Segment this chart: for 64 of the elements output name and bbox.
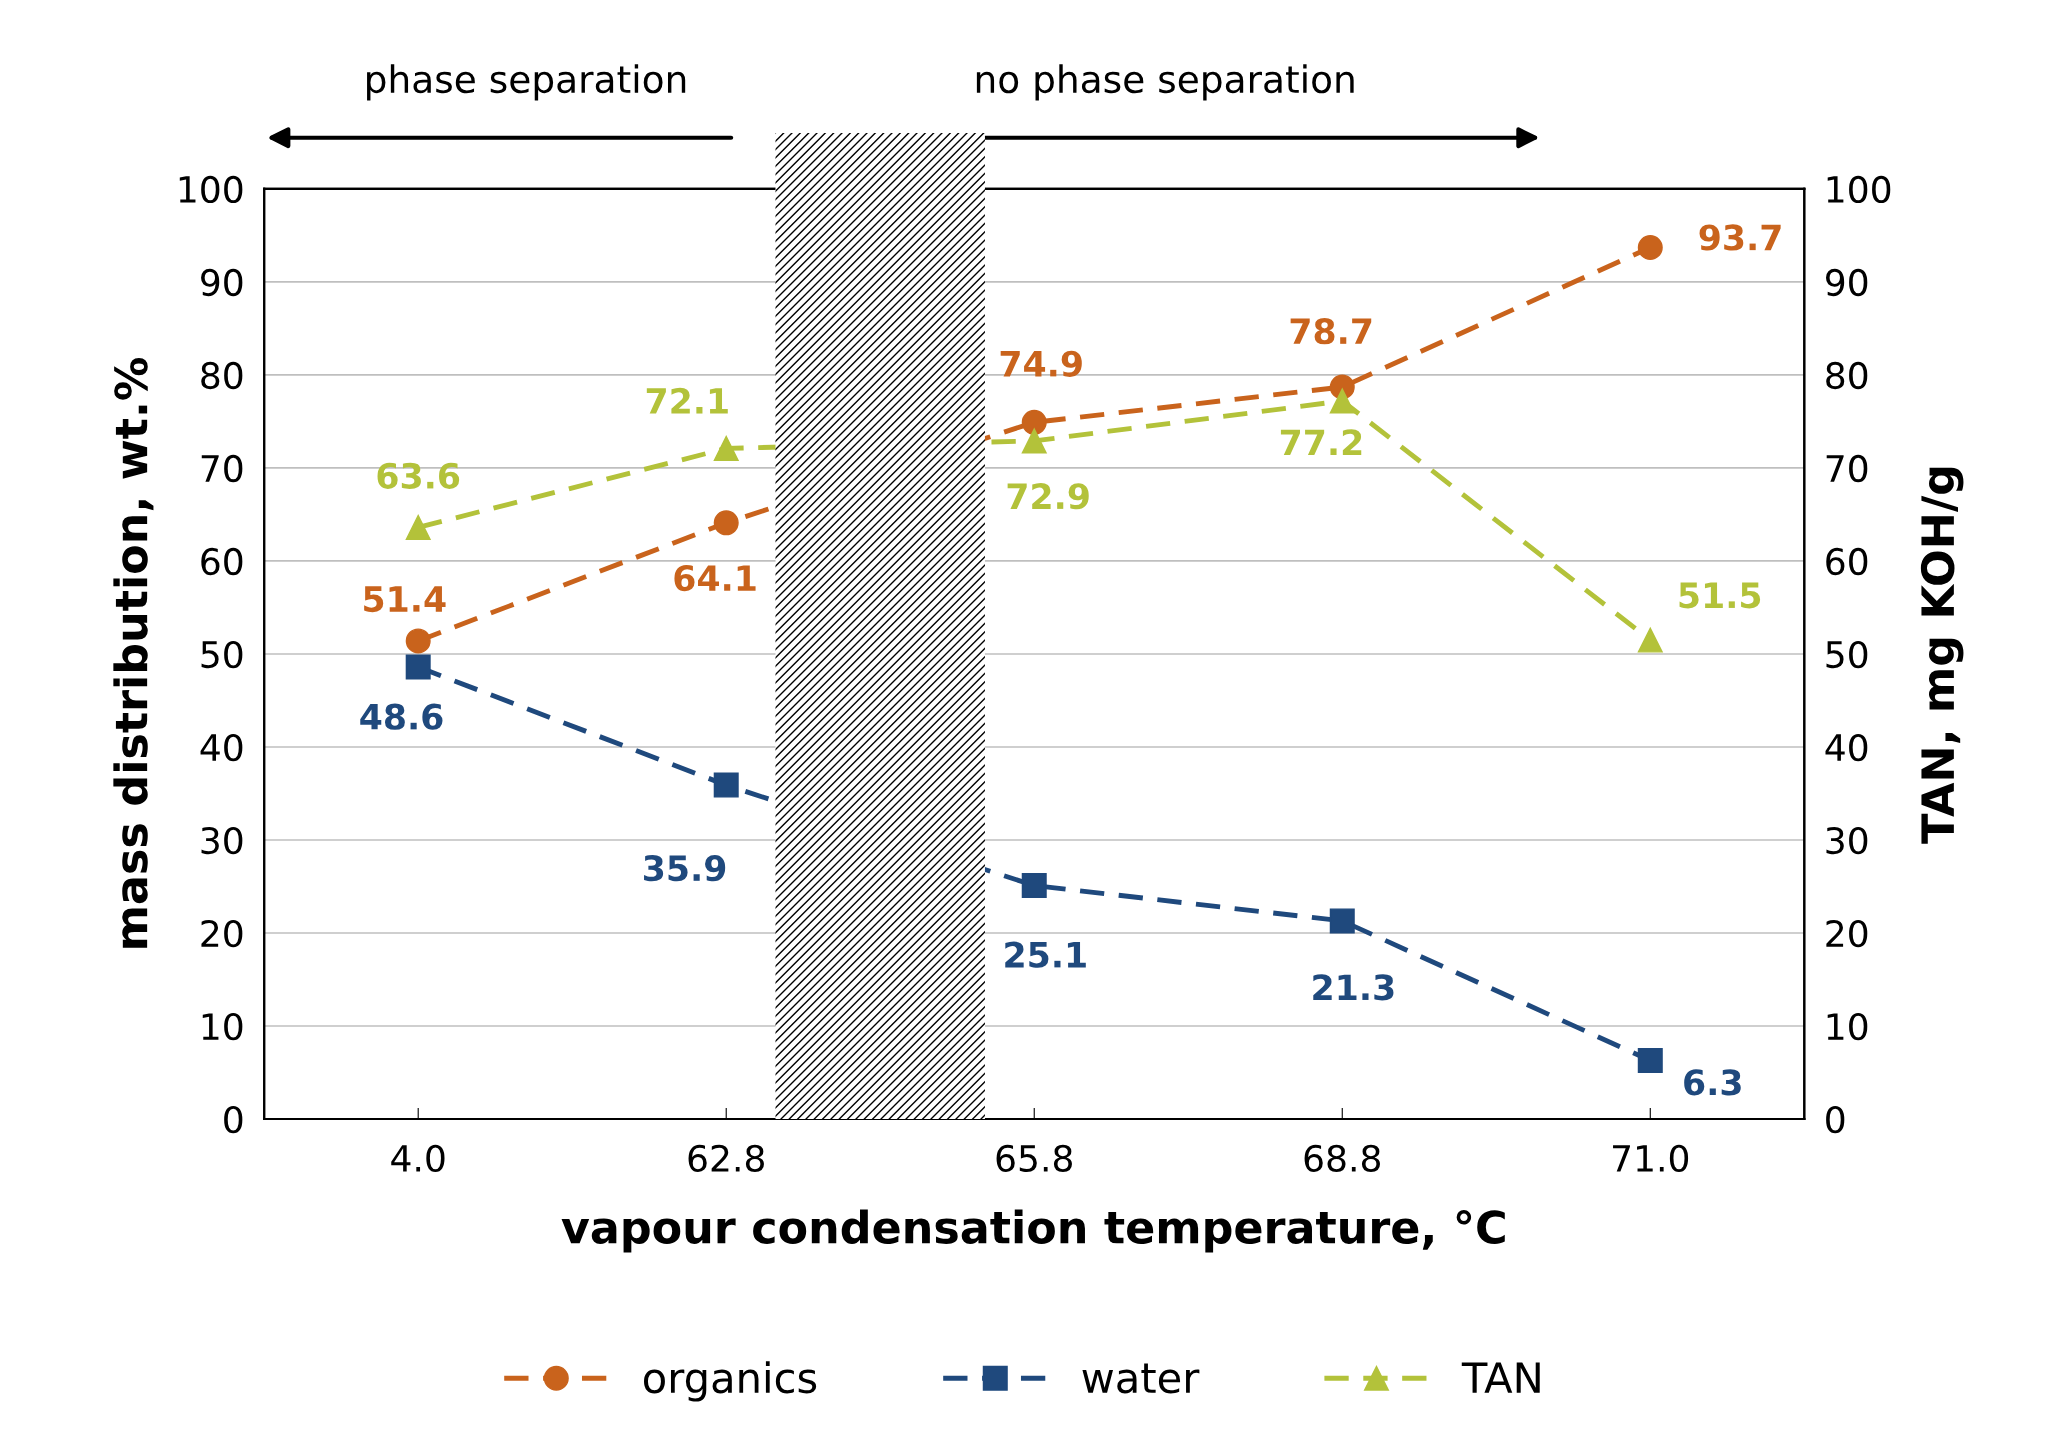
y2-tick-label: 80	[1826, 361, 1868, 390]
y2-tick-label: 90	[1826, 268, 1868, 297]
data-label: 25.1	[1005, 941, 1086, 968]
point	[713, 510, 739, 536]
y-tick-label: 0	[224, 1105, 243, 1134]
data-label: 72.9	[1007, 483, 1089, 510]
point	[1021, 428, 1047, 454]
text: no phase separation	[976, 64, 1354, 101]
y2-tick-label: 70	[1826, 454, 1868, 483]
point	[1329, 908, 1355, 934]
data-label: 77.2	[1280, 429, 1362, 455]
y2-tick-label: 100	[1827, 175, 1891, 204]
y2-tick-label: 40	[1825, 733, 1868, 762]
data-label: 6.3	[1684, 1069, 1741, 1096]
y-tick-label: 70	[201, 454, 243, 483]
y2-tick-label: 60	[1826, 547, 1868, 576]
point	[1637, 234, 1663, 260]
y-axis-title: mass distribution, wt.%	[113, 357, 154, 948]
y-tick-label: 40	[200, 733, 243, 762]
y-tick-label: 80	[201, 361, 243, 390]
y2-tick-label: 30	[1826, 826, 1868, 855]
y2-tick-label: 50	[1826, 640, 1868, 669]
y2-tick-label: 20	[1826, 919, 1868, 948]
point	[713, 772, 739, 798]
point	[405, 514, 431, 540]
y2-axis-title: TAN, mg KOH/g	[1920, 467, 1964, 844]
x-tick-label: 65.8	[996, 1144, 1072, 1172]
y-tick-label: 20	[201, 919, 243, 948]
legend-label: water	[1082, 1363, 1200, 1394]
data-label: 74.9	[1000, 350, 1082, 377]
data-label: 72.1	[646, 387, 728, 414]
text: phase separation	[367, 64, 686, 101]
legend-label: TAN	[1461, 1362, 1540, 1393]
data-label: 35.9	[644, 855, 726, 882]
y2-tick-label: 10	[1827, 1012, 1868, 1041]
x-tick-label: 68.8	[1304, 1144, 1380, 1172]
legend-label: organics	[644, 1361, 817, 1402]
y-tick-label: 100	[179, 175, 243, 204]
data-label: 78.7	[1290, 318, 1372, 345]
x-tick-label: 4.0	[391, 1144, 445, 1172]
data-label: 21.3	[1313, 974, 1394, 1001]
y-tick-label: 90	[201, 268, 243, 297]
point	[405, 628, 431, 654]
point	[1637, 627, 1663, 653]
data-label: 93.7	[1699, 224, 1781, 251]
point	[1637, 1047, 1663, 1073]
data-label: 48.6	[360, 703, 443, 730]
y-tick-label: 10	[202, 1012, 243, 1041]
x-axis-title: vapour condensation temperature, °C	[561, 1209, 1505, 1253]
point	[405, 654, 431, 680]
point	[713, 435, 739, 461]
data-label: 51.5	[1679, 582, 1761, 609]
point	[1021, 873, 1047, 899]
point	[1329, 388, 1355, 414]
x-tick-label: 62.8	[688, 1144, 764, 1172]
data-label: 63.6	[377, 462, 460, 489]
x-tick-label: 71.0	[1613, 1144, 1689, 1172]
y-tick-label: 30	[201, 826, 243, 855]
data-label: 64.1	[674, 564, 756, 592]
point	[1021, 409, 1047, 435]
data-label: 51.4	[364, 586, 446, 613]
y2-tick-label: 0	[1826, 1105, 1845, 1134]
y-tick-label: 50	[201, 640, 243, 669]
y-tick-label: 60	[201, 547, 243, 576]
